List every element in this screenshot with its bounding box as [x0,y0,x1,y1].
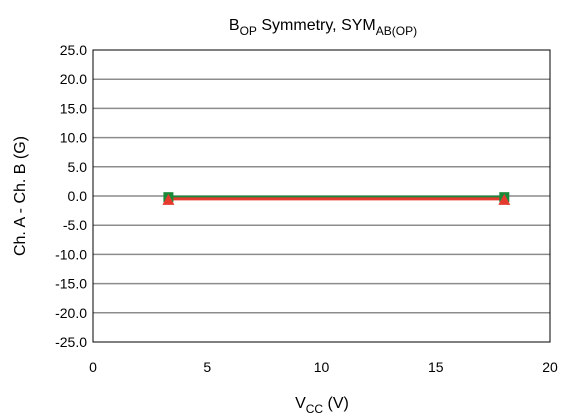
series-1-point-0 [162,193,175,205]
series-markers [162,192,511,205]
plot-area-frame [92,49,551,343]
y-tick-label: 15.0 [60,100,87,116]
chart-title-main-sub: OP [240,24,257,38]
chart-title: BOP Symmetry, SYMAB(OP) [229,17,417,38]
y-tick-label: 0.0 [68,188,88,204]
chart-title-rest-sub: AB(OP) [376,24,417,38]
y-tick-label: 10.0 [60,130,87,146]
y-tick-label: -25.0 [55,334,87,350]
y-tick-label: -15.0 [55,276,87,292]
x-tick-label: 0 [89,359,97,375]
y-tick-label: -20.0 [55,305,87,321]
x-tick-label: 15 [428,359,444,375]
y-tick-label: 5.0 [68,159,88,175]
x-tick-label: 10 [314,359,330,375]
series-lines [168,195,505,201]
x-axis-title-sub: CC [306,402,324,416]
series-1-point-1 [498,193,511,205]
x-tick-label: 20 [542,359,558,375]
x-axis-title-rest: (V) [323,395,349,412]
chart-title-rest: Symmetry, SYM [257,17,376,34]
x-axis-title: VCC (V) [295,395,349,416]
x-axis-title-main: V [295,395,306,412]
y-axis-title: Ch. A - Ch. B (G) [12,136,29,256]
y-tick-label: -5.0 [63,217,87,233]
x-tick-label: 5 [203,359,211,375]
y-tick-label: -10.0 [55,246,87,262]
chart-title-main: B [229,17,240,34]
y-tick-label: 25.0 [60,42,87,58]
y-axis-tick-labels: 25.0 20.0 15.0 10.0 5.0 0.0 -5.0 -10.0 -15.0 -20.… [55,42,87,350]
y-tick-label: 20.0 [60,71,87,87]
x-axis-tick-labels: 0 5 10 15 20 [89,359,558,375]
